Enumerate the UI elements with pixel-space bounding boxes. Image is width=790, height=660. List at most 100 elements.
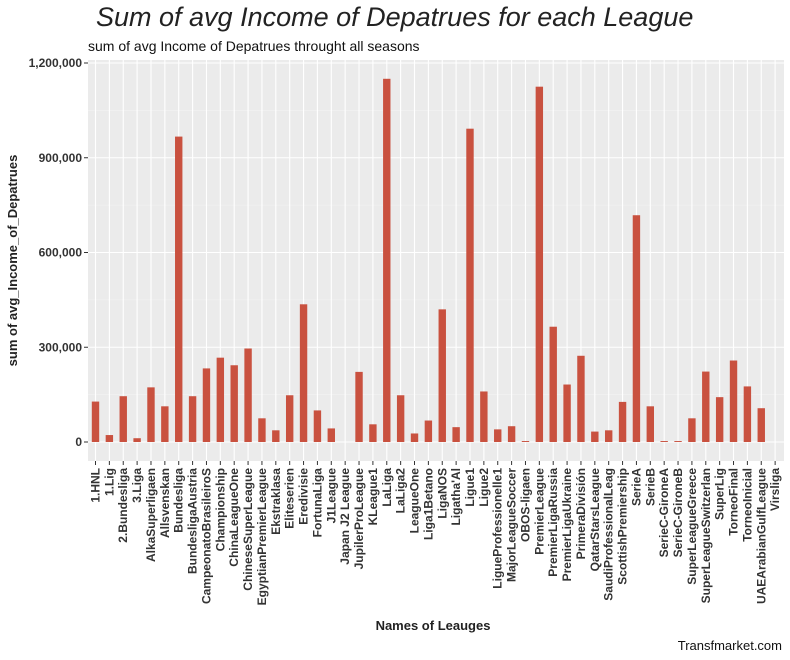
bar-laliga bbox=[383, 78, 391, 443]
x-tick-label: TorneoInicial bbox=[740, 468, 754, 542]
bar-kleague1 bbox=[369, 424, 377, 442]
x-tick-label: UAEArabianGulfLeague bbox=[754, 468, 768, 604]
x-tick-label: Ligue1 bbox=[463, 468, 477, 507]
bar-chinesesuperleague bbox=[244, 348, 252, 442]
x-axis-title: Names of Leauges bbox=[376, 618, 491, 633]
x-tick-label: LigueProfessionelle1 bbox=[491, 468, 505, 589]
x-tick-label: LeagueOne bbox=[408, 468, 422, 534]
x-tick-label: MajorLeagueSoccer bbox=[505, 468, 519, 582]
bar-superleaguegreece bbox=[688, 418, 696, 442]
bar-ligueprofessionelle1 bbox=[494, 429, 502, 442]
bar-ekstraklasa bbox=[272, 430, 280, 442]
x-tick-label: Japan J2 League bbox=[338, 468, 352, 565]
x-tick-label: OBOS-ligaen bbox=[518, 468, 532, 542]
x-tick-label: TorneoFinal bbox=[727, 468, 741, 536]
bar-eredivisie bbox=[299, 304, 308, 442]
bar-fortunaliga bbox=[313, 410, 322, 442]
x-tick-label: ChinaLeagueOne bbox=[227, 468, 241, 567]
bar-chinaleagueone bbox=[230, 365, 238, 442]
bar-qatarstarsleague bbox=[591, 431, 599, 442]
x-tick-label: 1.HNL bbox=[89, 468, 103, 503]
bar-superlig bbox=[715, 397, 724, 442]
bar-superleagueswitzerlan bbox=[702, 371, 710, 442]
x-tick-label: BundesligaAustria bbox=[186, 468, 200, 574]
x-tick-label: 2.Bundesliga bbox=[116, 468, 130, 543]
x-tick-label: SerieB bbox=[643, 468, 657, 506]
x-tick-label: Eliteserien bbox=[283, 468, 297, 529]
bar-seriec-gironea bbox=[660, 441, 668, 442]
bar-egyptianpremierleague bbox=[258, 418, 266, 442]
y-tick-label: 600,000 bbox=[39, 246, 83, 260]
bar-eliteserien bbox=[285, 395, 294, 442]
x-tick-label: Bundesliga bbox=[172, 468, 186, 533]
bar-saudiprofessionalleag bbox=[604, 430, 613, 442]
bar-primeradivisi-n bbox=[577, 355, 585, 442]
bar-championship bbox=[216, 357, 225, 442]
x-tick-label: SerieC-GironeB bbox=[671, 468, 685, 558]
bar-bundesliga bbox=[175, 136, 183, 442]
x-tick-label: JupilerProLeague bbox=[352, 468, 366, 570]
chart-subtitle: sum of avg Income of Depatrues throught … bbox=[88, 38, 420, 54]
bar-allsvenskan bbox=[161, 406, 169, 442]
x-tick-label: PremierLeague bbox=[532, 468, 546, 555]
x-tick-label: Eredivisie bbox=[297, 468, 311, 525]
bar-alkasuperligaen bbox=[147, 387, 155, 442]
y-tick-label: 900,000 bbox=[39, 151, 83, 165]
x-tick-label: SaudiProfessionalLeag bbox=[602, 468, 616, 601]
y-tick-label: 0 bbox=[75, 435, 82, 449]
bar-liganos bbox=[438, 309, 446, 442]
x-tick-label: ChineseSuperLeague bbox=[241, 468, 255, 591]
bar-leagueone bbox=[410, 433, 419, 442]
bar-campeonatobrasileiros bbox=[202, 368, 211, 442]
x-tick-label: CampeonatoBrasileiroS bbox=[199, 468, 213, 604]
x-tick-label: Virsliga bbox=[768, 468, 782, 511]
bar-ligue2 bbox=[480, 391, 488, 442]
bar-torneofinal bbox=[729, 360, 738, 442]
bar-majorleaguesoccer bbox=[507, 426, 516, 442]
x-tick-label: SuperLeagueGreece bbox=[685, 468, 699, 585]
bar-ligatha-al bbox=[452, 427, 460, 442]
x-tick-label: PremierLigaUkraine bbox=[560, 468, 574, 582]
x-tick-label: Ekstraklasa bbox=[269, 468, 283, 535]
bar-1-lig bbox=[105, 435, 114, 442]
x-tick-label: Ligue2 bbox=[477, 468, 491, 507]
x-axis: 1.HNL 1.Lig 2.Bundesliga 3.Liga AlkaSuperlig… bbox=[89, 461, 782, 606]
x-tick-label: 1.Lig bbox=[102, 468, 116, 496]
bar-premierleague bbox=[535, 86, 544, 442]
x-tick-label: FortunaLiga bbox=[310, 468, 324, 538]
x-tick-label: QatarStarsLeague bbox=[588, 468, 602, 572]
bar-2-bundesliga bbox=[119, 396, 127, 442]
bar-seriea bbox=[632, 215, 641, 442]
y-tick-label: 1,200,000 bbox=[29, 56, 83, 70]
chart-caption: Transfmarket.com bbox=[677, 638, 782, 653]
bar-serieb bbox=[646, 406, 654, 442]
bar-jupilerproleague bbox=[355, 371, 363, 442]
bar-1-hnl bbox=[91, 401, 100, 442]
x-tick-label: Allsvenskan bbox=[158, 468, 172, 538]
x-tick-label: J1League bbox=[324, 468, 338, 524]
x-tick-label: SerieC-GironeA bbox=[657, 468, 671, 558]
x-tick-label: LaLiga bbox=[380, 468, 394, 507]
bar-premierligaukraine bbox=[563, 384, 571, 442]
bar-scottishpremiership bbox=[618, 401, 627, 442]
x-tick-label: SuperLeagueSwitzerlan bbox=[699, 468, 713, 603]
bar-bundesligaaustria bbox=[188, 396, 197, 442]
x-tick-label: LaLiga2 bbox=[394, 468, 408, 514]
bar-j1league bbox=[327, 428, 335, 442]
bar-uaearabiangulfleague bbox=[757, 408, 765, 442]
x-tick-label: EgyptianPremierLeague bbox=[255, 468, 269, 606]
x-tick-label: Championship bbox=[213, 468, 227, 551]
bar-obos-ligaen bbox=[521, 441, 530, 442]
y-axis-title: sum of avg_Income_of_Depatrues bbox=[5, 155, 20, 367]
bar-liga1betano bbox=[424, 420, 433, 442]
x-tick-label: LigaNOS bbox=[435, 468, 449, 519]
x-tick-label: Liga1Betano bbox=[421, 468, 435, 540]
bar-3-liga bbox=[133, 438, 141, 442]
bars bbox=[91, 78, 765, 443]
x-tick-label: PremierLigaRussia bbox=[546, 468, 560, 577]
bar-premierligarussia bbox=[549, 326, 557, 442]
bar-ligue1 bbox=[466, 128, 474, 442]
x-tick-label: AlkaSuperligaen bbox=[144, 468, 158, 562]
x-tick-label: 3.Liga bbox=[130, 468, 144, 503]
